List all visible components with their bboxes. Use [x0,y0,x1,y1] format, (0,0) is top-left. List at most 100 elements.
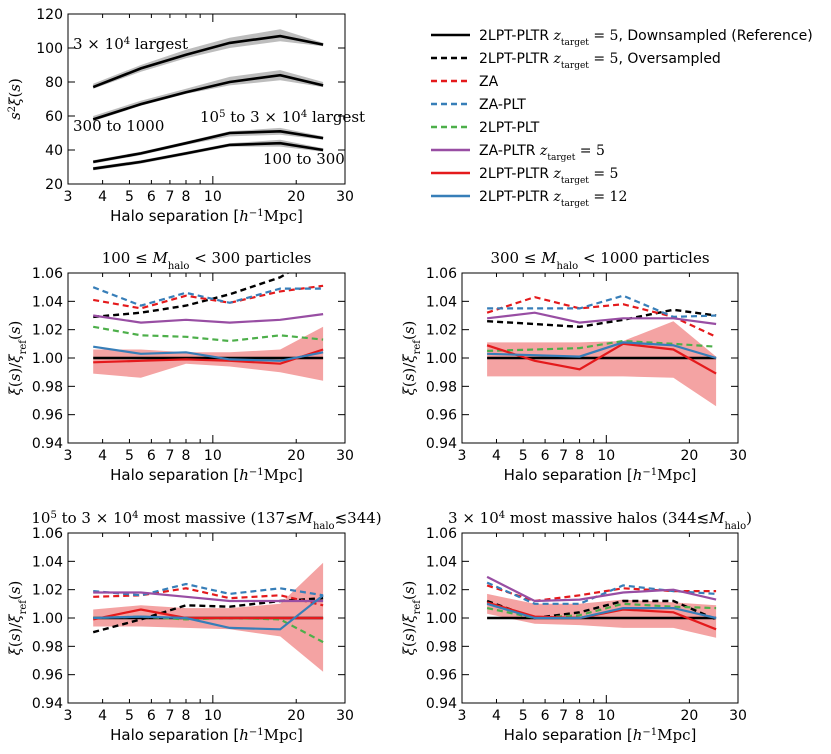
x-tick-label: 20 [287,448,305,464]
y-axis-label: s2ξ(s) [6,78,24,120]
x-tick-label: 8 [575,448,584,464]
series-line-2lpt-pltr-z12 [93,594,324,631]
series-line-2lpt-pltr-z12 [93,345,324,362]
series-line-za [93,284,324,310]
series-line-za-plt [93,582,324,597]
y-tick-label: 0.98 [32,639,63,655]
series-line-oversampled [487,308,717,329]
panel-title: 3 × 104 most massive halos (344≲Mhalo) [448,509,752,532]
x-axis-label: Halo separation [h−1Mpc] [110,466,303,484]
x-tick-label: 30 [729,448,747,464]
series-line-2lpt-pltr-z5 [93,348,324,365]
series-line-2lpt-pltr-z12 [487,341,717,360]
annotation: 105 to 3 × 104 largest [200,108,365,126]
plot-area [486,575,717,638]
x-tick-label: 5 [125,708,134,724]
y-tick-label: 1.06 [32,266,63,282]
plot-area [92,273,324,381]
panel-title: 100 ≤ Mhalo < 300 particles [102,249,312,272]
series-line-3 [93,141,324,170]
panel-p2: 3 4 5 6 7 8 10 20 30 0.94 0.96 0.98 1.00 1.02 1.04 1.06… [400,249,747,484]
series-line-2lpt-pltr-z5 [92,608,324,621]
x-tick-label: 30 [729,708,747,724]
annotation: 300 to 1000 [73,117,164,135]
x-tick-label: 6 [147,189,156,205]
x-tick-label: 4 [98,189,107,205]
annotation: 3 × 104 largest [73,35,188,53]
y-tick-label: 0.94 [426,436,457,452]
x-tick-label: 6 [541,708,550,724]
x-tick-label: 3 [64,189,73,205]
y-tick-label: 60 [45,109,63,125]
y-tick-label: 1.02 [426,583,457,599]
y-tick-label: 1.06 [32,526,63,542]
y-tick-label: 0.94 [32,436,63,452]
y-tick-label: 1.04 [426,554,457,570]
x-tick-label: 10 [204,448,222,464]
x-axis-label: Halo separation [h−1Mpc] [504,466,697,484]
x-tick-label: 6 [147,708,156,724]
x-axis-label: Halo separation [h−1Mpc] [504,726,697,744]
axes-frame [67,13,346,185]
y-tick-label: 1.06 [426,266,457,282]
x-tick-label: 3 [458,708,467,724]
x-tick-label: 8 [182,189,191,205]
series-line-2lpt-pltr-z12 [486,602,717,620]
series-line-2 [92,129,324,164]
error-band [93,326,324,381]
legend-entry: 2LPT-PLTR ztarget = 5, Oversampled [479,51,721,71]
x-axis-label: Halo separation [h−1Mpc] [110,207,303,225]
x-tick-label: 7 [559,708,568,724]
y-tick-label: 0.96 [32,668,63,684]
panel-title: 105 to 3 × 104 most massive (137≲Mhalo≲3… [31,509,381,532]
plot-area [92,29,324,171]
series-line-2lpt-pltr-z5 [486,342,717,375]
y-tick-label: 1.04 [426,294,457,310]
plot-area [486,294,717,407]
x-tick-label: 8 [575,708,584,724]
y-tick-label: 20 [45,177,63,193]
y-tick-label: 0.96 [426,668,457,684]
y-tick-label: 100 [36,41,63,57]
x-tick-label: 10 [204,189,222,205]
x-tick-label: 30 [336,448,354,464]
series-line-1 [92,73,324,121]
series-line-za [486,584,717,603]
x-tick-label: 20 [680,708,698,724]
series-line-0 [92,34,324,89]
series-line-oversampled [92,597,324,634]
y-axis-label: ξ(s)/ξref(s) [6,581,29,656]
legend-entry: 2LPT-PLT [479,120,540,136]
legend-entry: 2LPT-PLTR ztarget = 5, Downsampled (Refe… [479,28,813,48]
panel-p4: 3 4 5 6 7 8 10 20 30 0.94 0.96 0.98 1.00 1.02 1.04 1.06… [400,509,752,744]
x-tick-label: 8 [182,448,191,464]
panel-p1: 3 4 5 6 7 8 10 20 30 0.94 0.96 0.98 1.00 1.02 1.04 1.06… [6,249,354,484]
x-tick-label: 8 [182,708,191,724]
error-band [487,321,717,407]
x-tick-label: 4 [492,448,501,464]
y-tick-label: 40 [45,143,63,159]
y-tick-label: 1.00 [426,351,457,367]
x-tick-label: 20 [287,189,305,205]
y-tick-label: 0.96 [426,408,457,424]
x-tick-label: 3 [64,448,73,464]
series-line-2lpt-plt [487,339,717,352]
legend-entry: 2LPT-PLTR ztarget = 12 [479,189,627,209]
x-tick-label: 4 [492,708,501,724]
series-line-za-pltr [486,575,717,603]
x-tick-label: 10 [597,448,615,464]
y-tick-label: 1.00 [32,611,63,627]
x-tick-label: 30 [336,708,354,724]
y-tick-label: 0.98 [426,379,457,395]
y-tick-label: 80 [45,75,63,91]
x-tick-label: 4 [98,708,107,724]
series-line-za [93,587,324,607]
x-tick-label: 10 [597,708,615,724]
x-tick-label: 6 [147,448,156,464]
series-line-za-pltr [93,313,324,324]
y-tick-label: 1.04 [32,294,63,310]
y-axis-label: ξ(s)/ξref(s) [400,321,423,396]
x-axis-label: Halo separation [h−1Mpc] [110,726,303,744]
y-axis-label: ξ(s)/ξref(s) [6,321,29,396]
y-tick-label: 1.02 [32,583,63,599]
